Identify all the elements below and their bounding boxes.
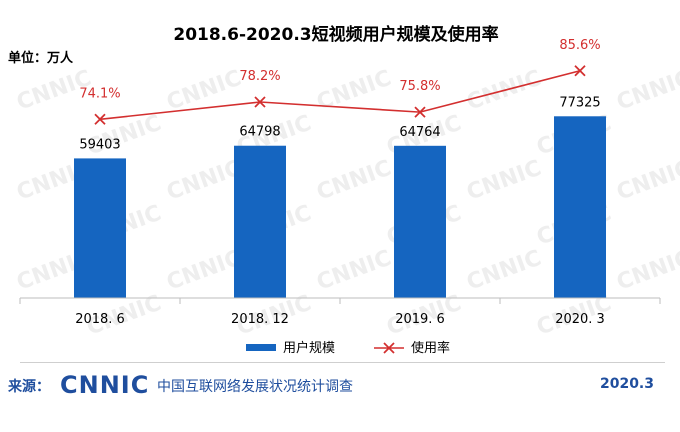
watermark-mark: CNNIC bbox=[614, 66, 680, 116]
line-marker bbox=[414, 106, 426, 118]
x-tick-label: 2018. 12 bbox=[231, 312, 289, 327]
line-value-label: 85.6% bbox=[559, 38, 600, 53]
legend-line-label: 使用率 bbox=[411, 340, 450, 356]
x-axis: 2018. 6 2018. 12 2019. 6 2020. 3 bbox=[19, 297, 661, 327]
line-value-label: 78.2% bbox=[239, 69, 280, 84]
legend: 用户规模 使用率 bbox=[246, 340, 450, 356]
unit-label: 单位：万人 bbox=[8, 50, 74, 66]
line-marker bbox=[574, 65, 586, 77]
bar-series: 59403 64798 64764 77325 bbox=[74, 95, 606, 298]
bar-value-label: 64798 bbox=[239, 125, 280, 140]
footer-divider bbox=[20, 362, 665, 363]
bar bbox=[394, 145, 446, 298]
legend-bar-swatch bbox=[246, 344, 276, 351]
x-tick-label: 2020. 3 bbox=[555, 312, 605, 327]
bar-value-label: 59403 bbox=[79, 137, 120, 152]
bar-value-label: 77325 bbox=[559, 95, 600, 110]
watermark-mark: CNNIC bbox=[614, 246, 680, 296]
x-tick-label: 2018. 6 bbox=[75, 312, 125, 327]
organization-name: 中国互联网络发展状况统计调查 bbox=[157, 379, 353, 395]
line-value-label: 75.8% bbox=[399, 79, 440, 94]
bar bbox=[74, 158, 126, 298]
watermark-mark: CNNIC bbox=[84, 111, 165, 161]
watermark-mark: CNNIC bbox=[464, 246, 545, 296]
bar-value-label: 64764 bbox=[399, 125, 440, 140]
watermark-mark: CNNIC bbox=[314, 246, 395, 296]
watermark-mark: CNNIC bbox=[464, 156, 545, 206]
footer: 来源： CNNIC 中国互联网络发展状况统计调查 2020.3 bbox=[0, 362, 680, 406]
line-marker bbox=[254, 96, 266, 108]
bar bbox=[554, 116, 606, 298]
report-date: 2020.3 bbox=[599, 376, 654, 392]
source-label: 来源： bbox=[8, 379, 50, 395]
watermark-mark: CNNIC bbox=[164, 156, 245, 206]
watermark-mark: CNNIC bbox=[164, 246, 245, 296]
line-marker bbox=[94, 113, 106, 125]
watermark-mark: CNNIC bbox=[314, 156, 395, 206]
bar bbox=[234, 145, 286, 298]
legend-bar-label: 用户规模 bbox=[283, 340, 335, 356]
watermark-mark: CNNIC bbox=[614, 156, 680, 206]
cnnic-logo: CNNIC bbox=[60, 371, 150, 399]
x-tick-label: 2019. 6 bbox=[395, 312, 445, 327]
chart-title: 2018.6-2020.3短视频用户规模及使用率 bbox=[173, 24, 498, 45]
line-series: 74.1% 78.2% 75.8% 85.6% bbox=[79, 38, 601, 125]
line-value-label: 74.1% bbox=[79, 86, 120, 101]
legend-line-marker bbox=[383, 342, 395, 354]
line-path bbox=[99, 69, 581, 121]
